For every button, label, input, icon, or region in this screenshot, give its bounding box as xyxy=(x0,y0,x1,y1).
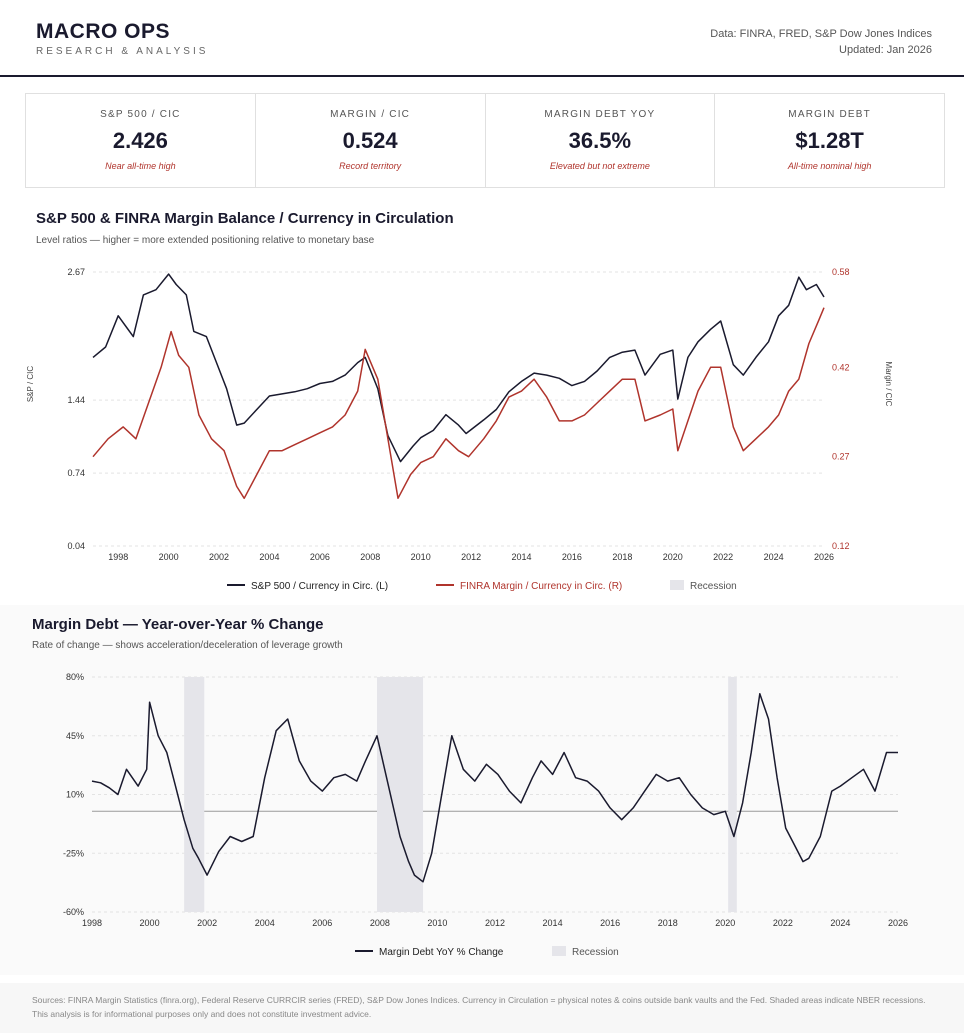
y-tick-right: 0.27 xyxy=(832,452,850,462)
sp-cic-line xyxy=(92,273,825,463)
x-tick: 2010 xyxy=(427,918,447,928)
header-meta: Data: FINRA, FRED, S&P Dow Jones Indices… xyxy=(710,26,932,58)
legend-label-yoy: Margin Debt YoY % Change xyxy=(379,947,504,958)
stat-note: Elevated but not extreme xyxy=(549,161,650,171)
ratio-chart: 0.04 0.74 1.44 2.67 0.12 0.27 0.42 0.58 1998 2000… xyxy=(26,267,893,592)
x-tick: 2024 xyxy=(830,918,850,928)
stat-note: Record territory xyxy=(339,161,402,171)
page-header: MACRO OPS RESEARCH & ANALYSIS Data: FINR… xyxy=(0,0,964,77)
x-tick: 1998 xyxy=(82,918,102,928)
x-tick: 2012 xyxy=(461,552,481,562)
stat-label: MARGIN / CIC xyxy=(330,109,411,120)
y-axis-label-left: S&P / CIC xyxy=(26,366,35,403)
y-tick-right: 0.12 xyxy=(832,541,850,551)
x-tick: 2006 xyxy=(312,918,332,928)
stat-label: MARGIN DEBT YOY xyxy=(544,109,656,120)
stat-value: 36.5% xyxy=(568,128,632,153)
stat-card-margin-yoy: MARGIN DEBT YOY 36.5% Elevated but not e… xyxy=(486,94,716,187)
x-tick: 2012 xyxy=(485,918,505,928)
updated-date: Updated: Jan 2026 xyxy=(839,44,932,56)
legend-swatch-recession xyxy=(670,580,684,590)
x-tick: 2016 xyxy=(562,552,582,562)
y-tick: 80% xyxy=(66,672,84,682)
chart1-title: S&P 500 & FINRA Margin Balance / Currenc… xyxy=(36,210,454,227)
x-tick: 2020 xyxy=(715,918,735,928)
x-tick: 2024 xyxy=(764,552,784,562)
stat-value: 2.426 xyxy=(112,128,168,153)
yoy-line xyxy=(91,693,898,883)
y-tick-left: 2.67 xyxy=(67,267,85,277)
yoy-chart: 80% 45% 10% -25% -60%1998 2000 2002 2004 2006 200… xyxy=(63,672,908,958)
footer-disclaimer: Sources: FINRA Margin Statistics (finra.… xyxy=(32,995,926,1019)
x-tick: 2002 xyxy=(197,918,217,928)
x-tick: 2000 xyxy=(140,918,160,928)
x-tick: 2008 xyxy=(370,918,390,928)
x-tick: 2026 xyxy=(888,918,908,928)
y-tick-right: 0.42 xyxy=(832,362,850,372)
margin-cic-line xyxy=(92,307,825,500)
chart2-subtitle: Rate of change — shows acceleration/dece… xyxy=(32,640,343,651)
x-tick: 2004 xyxy=(259,552,279,562)
chart2-title: Margin Debt — Year-over-Year % Change xyxy=(32,616,324,633)
x-tick: 2008 xyxy=(360,552,380,562)
y-tick-left: 0.04 xyxy=(67,541,85,551)
y-tick: 45% xyxy=(66,731,84,741)
recession-band xyxy=(728,677,737,912)
y-tick: 10% xyxy=(66,790,84,800)
stat-note: All-time nominal high xyxy=(787,161,872,171)
y-tick-right: 0.58 xyxy=(832,267,850,277)
yoy-panel: Margin Debt — Year-over-Year % Change Ra… xyxy=(0,605,964,975)
y-tick: -60% xyxy=(63,907,84,917)
stat-label: MARGIN DEBT xyxy=(788,109,871,120)
x-tick: 2020 xyxy=(663,552,683,562)
x-tick: 2000 xyxy=(159,552,179,562)
y-tick: -25% xyxy=(63,848,84,858)
stats-panel: S&P 500 / CIC 2.426 Near all-time high M… xyxy=(25,93,945,188)
stat-card-margin-debt: MARGIN DEBT $1.28T All-time nominal high xyxy=(715,94,944,187)
chart1-subtitle: Level ratios — higher = more extended po… xyxy=(36,235,375,246)
stat-label: S&P 500 / CIC xyxy=(100,109,181,120)
x-tick: 2002 xyxy=(209,552,229,562)
data-source: Data: FINRA, FRED, S&P Dow Jones Indices xyxy=(710,28,932,40)
x-tick: 2004 xyxy=(255,918,275,928)
x-tick: 2018 xyxy=(658,918,678,928)
legend-label-recession: Recession xyxy=(690,581,737,592)
x-tick: 2026 xyxy=(814,552,834,562)
footer: Sources: FINRA Margin Statistics (finra.… xyxy=(0,983,964,1033)
stat-note: Near all-time high xyxy=(105,161,176,171)
x-tick: 2010 xyxy=(411,552,431,562)
x-tick: 2018 xyxy=(612,552,632,562)
y-tick-left: 1.44 xyxy=(67,395,85,405)
legend-label-margin: FINRA Margin / Currency in Circ. (R) xyxy=(460,581,622,592)
brand-logo: MACRO OPS xyxy=(36,20,171,43)
brand-tagline: RESEARCH & ANALYSIS xyxy=(36,46,209,57)
stat-card-margin-cic: MARGIN / CIC 0.524 Record territory xyxy=(256,94,486,187)
y-axis-label-right: Margin / CIC xyxy=(884,362,893,407)
x-tick: 2022 xyxy=(773,918,793,928)
x-tick: 2006 xyxy=(310,552,330,562)
y-tick-left: 0.74 xyxy=(67,468,85,478)
legend-label-recession: Recession xyxy=(572,947,619,958)
x-tick: 2014 xyxy=(512,552,532,562)
legend-swatch-recession xyxy=(552,946,566,956)
recession-band xyxy=(376,677,424,912)
x-tick: 1998 xyxy=(108,552,128,562)
stat-value: $1.28T xyxy=(795,128,864,153)
x-tick: 2016 xyxy=(600,918,620,928)
recession-band xyxy=(184,677,205,912)
x-tick: 2014 xyxy=(543,918,563,928)
x-tick: 2022 xyxy=(713,552,733,562)
legend-label-sp: S&P 500 / Currency in Circ. (L) xyxy=(251,581,388,592)
stat-card-sp-cic: S&P 500 / CIC 2.426 Near all-time high xyxy=(26,94,256,187)
stat-value: 0.524 xyxy=(342,128,398,153)
